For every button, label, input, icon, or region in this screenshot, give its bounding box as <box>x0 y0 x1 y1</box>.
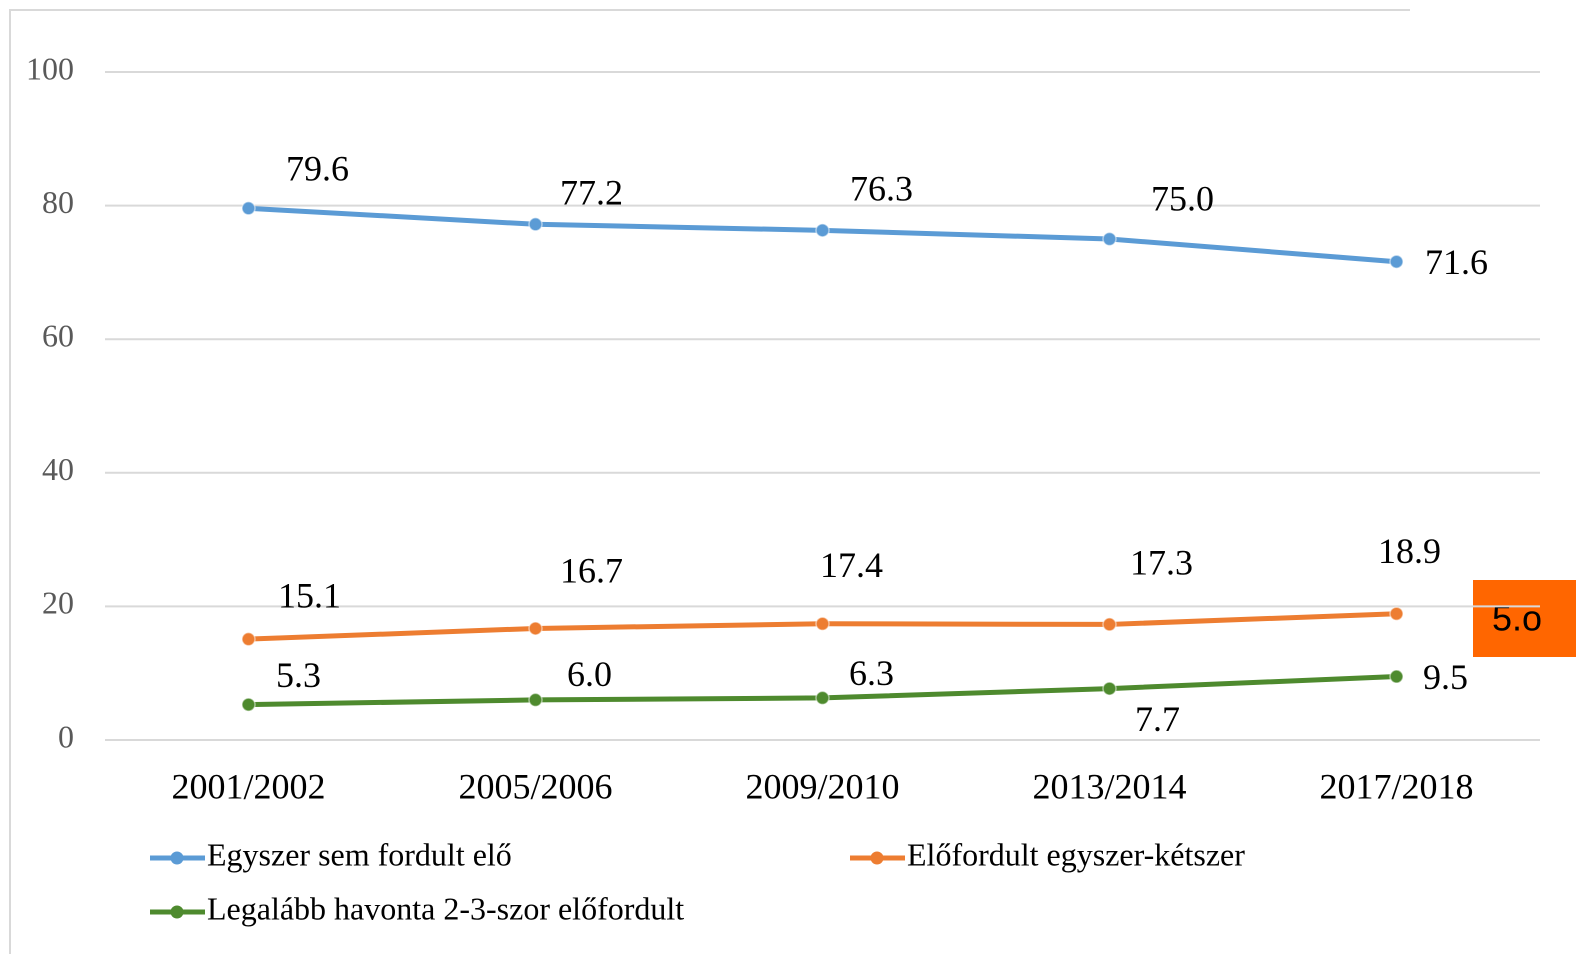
y-tick-label: 80 <box>42 184 74 220</box>
marker <box>1389 669 1404 684</box>
chart-border <box>9 9 1410 954</box>
data-label: 9.5 <box>1423 657 1468 697</box>
marker <box>1102 231 1117 247</box>
marker <box>1102 617 1117 632</box>
marker <box>528 692 543 708</box>
marker <box>1389 254 1404 269</box>
y-tick-label: 40 <box>42 451 74 487</box>
annotation: 5.o <box>1492 598 1542 639</box>
data-label: 76.3 <box>850 169 913 209</box>
legend-marker <box>170 851 184 865</box>
marker <box>815 616 830 632</box>
data-label: 17.3 <box>1130 543 1193 583</box>
data-label: 6.3 <box>849 653 894 693</box>
data-label: 18.9 <box>1378 531 1441 571</box>
data-label: 17.4 <box>820 545 883 585</box>
data-label: 7.7 <box>1135 699 1180 739</box>
data-label: 16.7 <box>560 551 623 591</box>
marker <box>1102 681 1117 696</box>
x-tick-label: 2009/2010 <box>745 766 899 806</box>
data-label: 5.3 <box>276 655 321 695</box>
x-tick-label: 2001/2002 <box>171 766 325 806</box>
marker <box>528 621 543 636</box>
data-label: 71.6 <box>1425 242 1488 282</box>
marker <box>241 201 256 216</box>
x-tick-label: 2013/2014 <box>1032 766 1186 806</box>
x-tick-label: 2017/2018 <box>1319 766 1473 806</box>
data-label: 6.0 <box>567 654 612 694</box>
marker <box>528 217 543 232</box>
legend-marker <box>870 851 884 865</box>
marker <box>815 690 830 706</box>
data-label: 79.6 <box>286 149 349 189</box>
y-tick-label: 100 <box>26 50 74 86</box>
y-tick-label: 60 <box>42 318 74 354</box>
legend-label: Egyszer sem fordult elő <box>207 836 512 872</box>
legend-label: Előfordult egyszer-kétszer <box>907 836 1245 872</box>
data-label: 77.2 <box>560 173 623 213</box>
marker <box>241 631 256 647</box>
data-label: 75.0 <box>1151 178 1214 218</box>
y-tick-label: 0 <box>58 718 74 754</box>
marker <box>241 697 256 712</box>
marker <box>815 223 830 238</box>
y-tick-label: 20 <box>42 585 74 621</box>
marker <box>1389 606 1404 621</box>
annotation-box <box>1473 580 1576 657</box>
legend-marker <box>170 905 184 919</box>
x-tick-label: 2005/2006 <box>458 766 612 806</box>
data-label: 15.1 <box>278 575 341 615</box>
legend-label: Legalább havonta 2-3-szor előfordult <box>207 890 684 926</box>
